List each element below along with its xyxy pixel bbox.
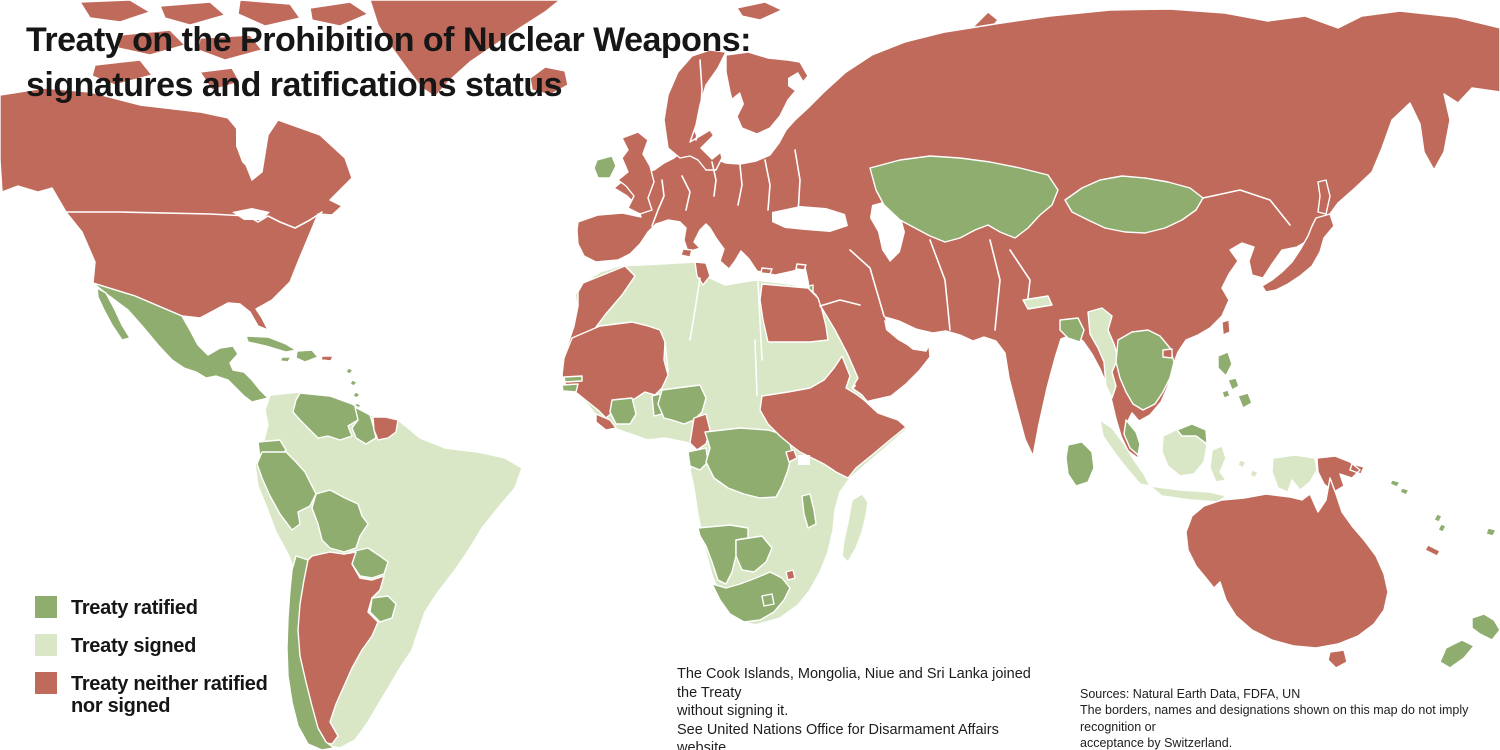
legend-item-signed: Treaty signed [35,634,268,657]
legend-label-neither: Treaty neither ratified nor signed [71,673,268,717]
region-cote-divoire [609,397,637,425]
sources-note: Sources: Natural Earth Data, FDFA, UN Th… [1080,687,1469,750]
region-horn-of-africa [759,355,907,479]
region-philippines [1217,351,1253,409]
legend-swatch-ratified [35,596,57,618]
region-indochina [1115,329,1175,411]
region-mongolia [1064,175,1204,234]
region-venezuela [292,392,363,441]
region-bolivia [311,489,369,553]
legend-item-ratified: Treaty ratified [35,596,268,619]
region-sakhalin [1317,179,1331,215]
region-jamaica [279,356,292,363]
region-suriname-french-guiana [372,416,399,441]
region-hainan [1162,348,1173,359]
us-canada-border [1,211,323,229]
legend-label-ratified: Treaty ratified [71,597,198,619]
region-north-america [0,87,353,331]
region-crete [760,267,773,275]
region-myanmar [1087,307,1119,399]
region-lesotho [761,593,775,607]
region-gabon [687,447,709,471]
legend-swatch-signed [35,634,57,656]
region-chile [286,555,335,750]
white-sea [788,72,804,92]
region-peru [256,451,317,531]
country-borders-overlay [651,59,1291,396]
legend: Treaty ratified Treaty signed Treaty nei… [35,596,268,732]
legend-swatch-neither [35,672,57,694]
region-japan [1261,213,1335,293]
region-australia [1185,477,1389,649]
region-madagascar [841,493,869,563]
baltic-sea [700,92,744,160]
region-west-papua [1271,454,1318,493]
treaty-note: The Cook Islands, Mongolia, Niue and Sri… [677,666,1031,750]
region-greenland [369,0,561,98]
legend-item-neither: Treaty neither ratified nor signed [35,672,268,717]
region-vanuatu [1433,513,1447,533]
region-iceland [529,66,569,96]
region-malaysia-peninsula [1123,419,1141,456]
region-nepal [1022,295,1053,310]
region-ireland [593,155,617,179]
region-kazakhstan [869,155,1059,243]
region-tunisia [694,261,711,286]
region-eswatini [785,569,796,581]
region-nigeria [657,384,707,425]
hudson-bay [236,124,266,172]
region-south-africa [711,571,791,623]
region-cameroon [689,413,711,451]
region-taiwan [1221,319,1231,336]
region-rwanda-burundi [785,449,798,463]
region-mexico-central-america [92,282,269,403]
region-guinea-bissau [561,383,579,393]
region-bangladesh [1059,317,1085,343]
region-dr-congo [704,427,793,499]
region-fiji [1485,527,1497,537]
region-papua-new-guinea [1316,455,1365,493]
region-botswana [735,535,773,573]
region-tasmania [1327,649,1348,669]
region-lesser-antilles [345,367,362,410]
page-title: Treaty on the Prohibition of Nuclear Wea… [26,21,751,104]
region-uruguay [369,595,397,623]
region-cuba [245,335,297,353]
region-baja-california [96,287,131,341]
region-malawi [801,493,817,529]
region-solomon-islands [1389,479,1410,496]
region-united-kingdom [617,131,655,215]
region-hispaniola [295,349,319,363]
region-arctic-islands [79,0,999,91]
lake-victoria [798,455,810,465]
legend-label-signed: Treaty signed [71,635,197,657]
region-cyprus [795,263,807,271]
region-liberia [595,413,617,431]
black-sea [772,206,848,232]
region-sri-lanka [1065,441,1095,487]
region-puerto-rico [320,355,334,362]
persian-gulf [884,320,922,348]
region-malaysia-borneo [1176,423,1208,445]
region-gambia [563,375,583,383]
region-egypt [759,283,829,343]
region-guyana [351,406,377,445]
great-lakes [232,208,270,220]
region-sicily [680,248,693,258]
region-new-zealand [1439,613,1500,669]
region-new-caledonia [1424,544,1441,557]
